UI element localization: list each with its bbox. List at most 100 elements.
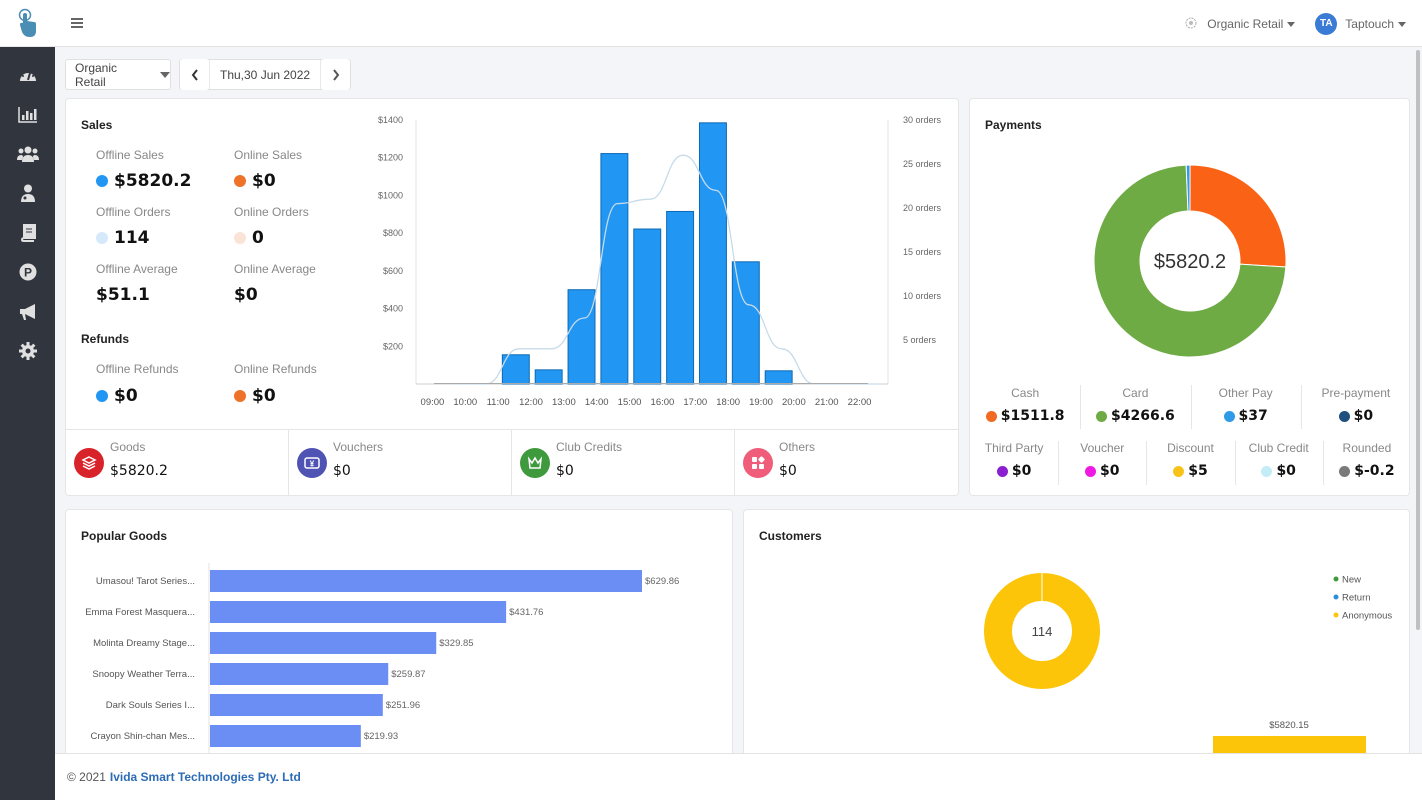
sidebar-item-catalog[interactable] [0,213,55,253]
menu-toggle-icon[interactable] [71,16,83,30]
summary-item[interactable]: ¥ Vouchers $0 [289,430,512,496]
sidebar-item-marketing[interactable] [0,292,55,332]
goods-label: Emma Forest Masquera... [85,607,195,618]
chevron-down-icon [160,71,170,78]
offline-orders-dot [96,232,108,244]
y-tick-label: $800 [383,228,403,238]
payment-amount: $37 [1238,408,1268,424]
online-average-label: Online Average [234,262,316,276]
payment-value: $0 [970,463,1058,479]
legend-new: New [1342,575,1361,586]
sales-bar [666,210,695,385]
summary-label: Vouchers [333,440,384,454]
payment-value: $4266.6 [1080,408,1190,424]
payment-dot [996,465,1008,477]
sales-title: Sales [81,118,113,132]
y-right-tick-label: 25 orders [903,159,942,169]
sidebar-item-dashboard[interactable] [0,55,55,95]
store-select[interactable]: Organic Retail [65,59,171,90]
y-right-tick-label: 30 orders [903,115,942,125]
store-logo-icon [1185,17,1197,28]
logo[interactable] [0,0,55,47]
page-scrollbar[interactable] [1416,50,1420,630]
sidebar-item-reports[interactable] [0,95,55,135]
sidebar-item-settings[interactable] [0,332,55,372]
sidebar-item-staff[interactable] [0,174,55,214]
p-circle-icon: P [19,263,36,281]
payment-dot [1173,465,1185,477]
customers-card: Customers 114 New Return Anonymous $5820.15 [743,509,1410,770]
payment-label: Voucher [1080,441,1125,455]
sales-bar [567,289,596,385]
goods-value: $219.93 [364,731,398,742]
payment-method: Voucher $0 [1058,441,1146,479]
payments-title: Payments [985,118,1042,132]
avatar[interactable]: TA [1315,12,1338,35]
customers-chart: 114 New Return Anonymous $5820.15 [984,573,1392,770]
goods-label: Dark Souls Series I... [106,700,195,711]
goods-value: $629.86 [645,576,679,587]
separator [1322,441,1324,485]
store-switcher[interactable]: Organic Retail [1207,17,1296,31]
y-tick-label: $1400 [378,115,403,125]
y-tick-label: $600 [383,266,403,276]
y-right-tick-label: 5 orders [903,335,937,345]
megaphone-icon [19,303,35,320]
refunds-title: Refunds [81,332,129,346]
popular-goods-title: Popular Goods [81,529,168,543]
payment-value: $0 [1301,408,1411,424]
payment-value: $0 [1235,463,1323,479]
x-tick-label: 12:00 [519,397,543,408]
payments-card: Payments $5820.2 Cash $1511.8 Card $4266.6 O… [969,98,1410,496]
prev-date-button[interactable] [180,59,209,90]
sales-bar [501,354,530,385]
legend-dot [1333,612,1339,618]
summary-value: $0 [333,463,351,479]
online-dot [234,175,246,187]
sidebar-item-customers[interactable] [0,134,55,174]
online-refunds-label: Online Refunds [234,362,317,376]
x-tick-label: 09:00 [421,397,445,408]
online-orders-value: 0 [234,228,264,248]
store-select-value: Organic Retail [75,60,118,89]
summary-item[interactable]: Club Credits $0 [512,430,735,496]
online-orders-count: 0 [252,228,264,248]
svg-text:P: P [23,266,31,280]
payment-amount: $5 [1188,463,1208,479]
separator [1146,441,1148,485]
offline-average-value: $51.1 [96,285,150,305]
payment-label: Third Party [984,441,1044,455]
y-tick-label: $400 [383,304,403,314]
online-refunds-value: $0 [234,386,276,406]
legend-dot [1333,594,1339,600]
offline-dot [96,175,108,187]
summary-item[interactable]: Others $0 [735,430,958,496]
x-tick-label: 14:00 [585,397,609,408]
y-tick-label: $1200 [378,153,403,163]
payment-method: Rounded $-0.2 [1323,441,1411,479]
payment-value: $1511.8 [970,408,1080,424]
payment-label: Rounded [1342,441,1392,455]
online-orders-dot [234,232,246,244]
company-link[interactable]: Ivida Smart Technologies Pty. Ltd [109,770,301,784]
x-tick-label: 11:00 [487,397,510,408]
next-date-button[interactable] [321,59,351,90]
y-right-tick-label: 10 orders [903,291,942,301]
payment-method: Discount $5 [1146,441,1234,479]
user-menu[interactable]: Taptouch [1345,17,1406,31]
x-tick-label: 22:00 [848,397,872,408]
date-display[interactable]: Thu,30 Jun 2022 [209,60,322,89]
payments-donut: $5820.2 [1093,164,1287,358]
offline-refunds-label: Offline Refunds [96,362,179,376]
touch-hand-icon [18,8,36,37]
payment-amount: $0 [1353,408,1374,424]
sidebar-item-points[interactable]: P [0,253,55,293]
sales-chart: $200 $400 $600 $800 $1000 $1200 $1400 5 orders 1… [378,115,942,408]
goods-label: Molinta Dreamy Stage... [93,638,195,649]
goods-bar [210,601,507,623]
offline-orders-value: 114 [96,228,150,248]
summary-item[interactable]: Goods $5820.2 [66,430,289,496]
staff-icon [20,184,35,203]
orders-line [453,154,881,385]
online-refunds-amount: $0 [252,386,276,406]
